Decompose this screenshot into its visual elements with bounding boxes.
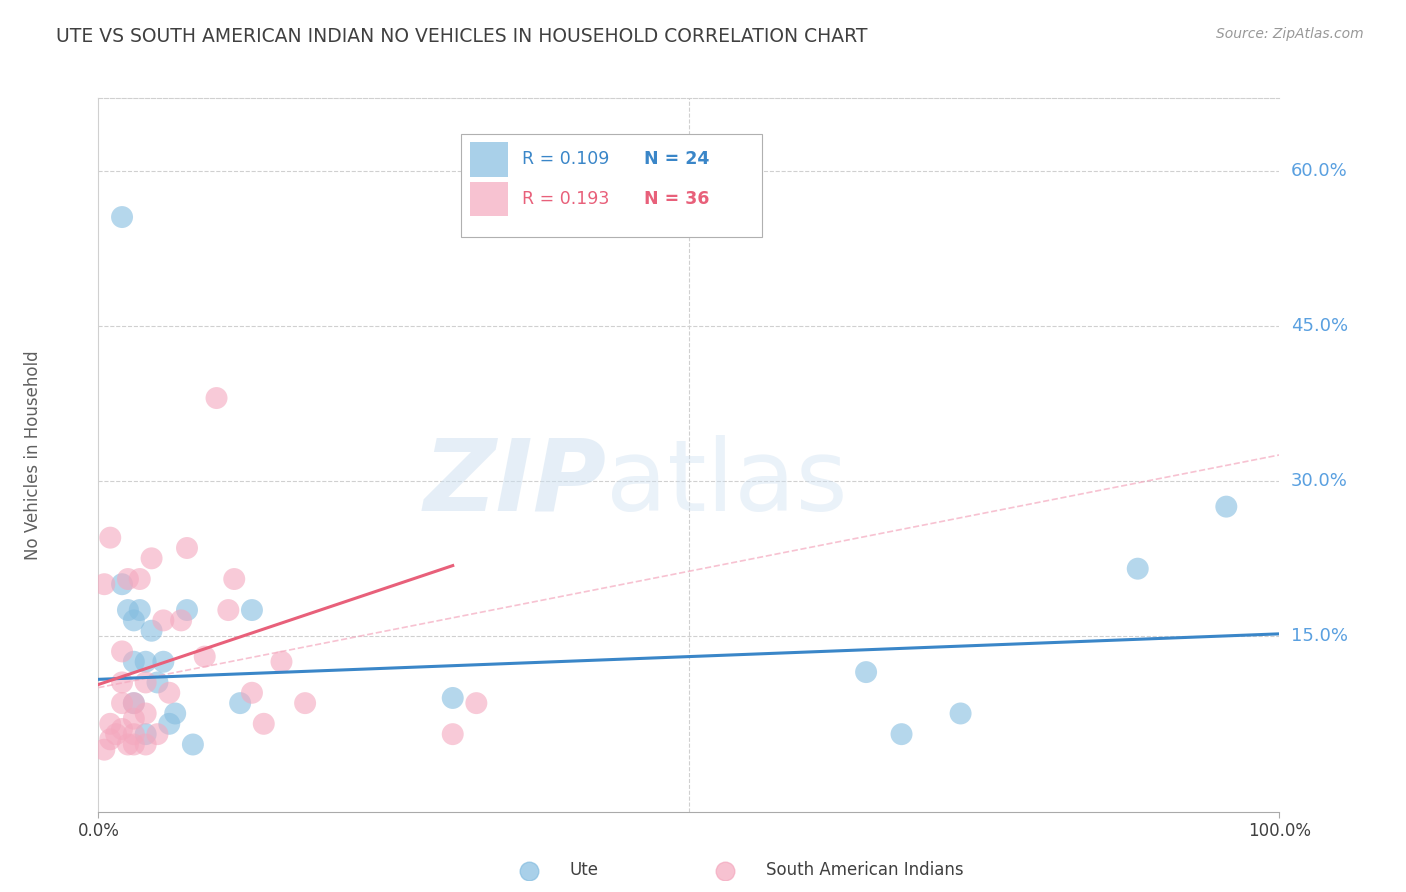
Point	[714, 863, 737, 878]
Point	[194, 649, 217, 664]
Text: N = 36: N = 36	[644, 190, 710, 208]
Point	[128, 572, 150, 586]
Text: No Vehicles in Household: No Vehicles in Household	[24, 350, 42, 560]
Point	[949, 706, 972, 721]
Point	[181, 738, 204, 752]
Point	[135, 675, 157, 690]
Point	[855, 665, 877, 679]
Point	[135, 706, 157, 721]
Point	[128, 603, 150, 617]
Point	[152, 655, 174, 669]
Point	[93, 577, 115, 591]
Point	[122, 696, 145, 710]
Point	[117, 572, 139, 586]
Point	[117, 738, 139, 752]
Point	[176, 603, 198, 617]
Text: 45.0%: 45.0%	[1291, 317, 1348, 334]
Point	[176, 541, 198, 555]
Point	[157, 686, 180, 700]
Point	[111, 577, 134, 591]
Point	[146, 675, 169, 690]
Point	[117, 603, 139, 617]
Bar	[471, 143, 508, 177]
Point	[465, 696, 488, 710]
Point	[111, 644, 134, 658]
Point	[1215, 500, 1237, 514]
Text: Source: ZipAtlas.com: Source: ZipAtlas.com	[1216, 27, 1364, 41]
Point	[165, 706, 187, 721]
Text: atlas: atlas	[606, 435, 848, 532]
Point	[105, 727, 128, 741]
Point	[517, 863, 540, 878]
Text: Ute: Ute	[569, 861, 599, 879]
Text: N = 24: N = 24	[644, 150, 710, 168]
Point	[122, 655, 145, 669]
Point	[270, 655, 292, 669]
Point	[141, 551, 163, 566]
Point	[441, 727, 464, 741]
Point	[122, 614, 145, 628]
Point	[122, 727, 145, 741]
Text: ZIP: ZIP	[423, 435, 606, 532]
Text: South American Indians: South American Indians	[766, 861, 965, 879]
Point	[98, 716, 121, 731]
Point	[122, 696, 145, 710]
Point	[98, 531, 121, 545]
Text: R = 0.109: R = 0.109	[523, 150, 610, 168]
Point	[93, 742, 115, 756]
Point	[294, 696, 316, 710]
Point	[157, 716, 180, 731]
Point	[135, 655, 157, 669]
Point	[1126, 562, 1149, 576]
Point	[890, 727, 912, 741]
Text: 15.0%: 15.0%	[1291, 627, 1348, 645]
Text: R = 0.193: R = 0.193	[523, 190, 610, 208]
Point	[170, 614, 193, 628]
Text: UTE VS SOUTH AMERICAN INDIAN NO VEHICLES IN HOUSEHOLD CORRELATION CHART: UTE VS SOUTH AMERICAN INDIAN NO VEHICLES…	[56, 27, 868, 45]
Point	[152, 614, 174, 628]
Point	[135, 738, 157, 752]
Point	[111, 696, 134, 710]
Point	[122, 712, 145, 726]
Point	[240, 603, 263, 617]
Point	[141, 624, 163, 638]
Point	[146, 727, 169, 741]
Point	[253, 716, 276, 731]
Point	[229, 696, 252, 710]
Bar	[471, 182, 508, 216]
Point	[205, 391, 228, 405]
Point	[135, 727, 157, 741]
Text: 30.0%: 30.0%	[1291, 472, 1347, 490]
Point	[98, 732, 121, 747]
Point	[217, 603, 239, 617]
Point	[111, 722, 134, 736]
Point	[240, 686, 263, 700]
Text: 60.0%: 60.0%	[1291, 161, 1347, 179]
FancyBboxPatch shape	[461, 134, 762, 237]
Point	[111, 675, 134, 690]
Point	[122, 738, 145, 752]
Point	[111, 210, 134, 224]
Point	[441, 690, 464, 705]
Point	[224, 572, 246, 586]
